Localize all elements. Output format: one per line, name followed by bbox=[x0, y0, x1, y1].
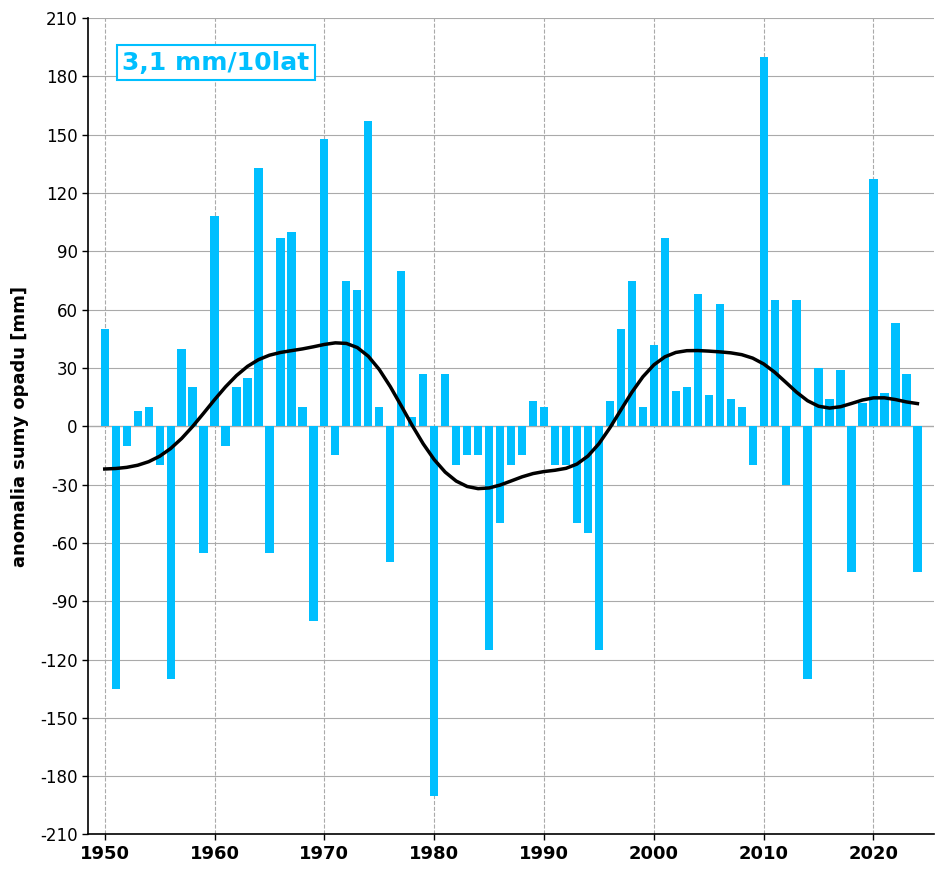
Bar bbox=[562, 427, 569, 465]
Bar bbox=[792, 300, 800, 427]
Bar bbox=[287, 232, 295, 427]
Bar bbox=[244, 378, 251, 427]
Bar bbox=[418, 374, 427, 427]
Bar bbox=[583, 427, 592, 533]
Bar bbox=[265, 427, 274, 552]
Bar bbox=[912, 427, 920, 572]
Bar bbox=[408, 417, 416, 427]
Bar bbox=[890, 323, 899, 427]
Bar bbox=[726, 399, 734, 427]
Bar bbox=[441, 374, 448, 427]
Bar bbox=[781, 427, 789, 484]
Bar bbox=[221, 427, 229, 446]
Bar bbox=[232, 387, 241, 427]
Bar bbox=[605, 401, 614, 427]
Bar bbox=[331, 427, 339, 455]
Bar bbox=[188, 387, 196, 427]
Bar bbox=[880, 393, 887, 427]
Bar bbox=[902, 374, 910, 427]
Bar bbox=[627, 281, 635, 427]
Bar bbox=[572, 427, 581, 524]
Bar bbox=[529, 401, 536, 427]
Bar bbox=[594, 427, 602, 650]
Bar bbox=[177, 349, 186, 427]
Bar bbox=[133, 411, 142, 427]
Bar bbox=[430, 427, 438, 795]
Bar bbox=[496, 427, 504, 524]
Bar bbox=[386, 427, 394, 562]
Bar bbox=[111, 427, 120, 689]
Bar bbox=[474, 427, 481, 455]
Bar bbox=[847, 427, 854, 572]
Bar bbox=[835, 370, 844, 427]
Bar bbox=[506, 427, 514, 465]
Bar bbox=[320, 139, 329, 427]
Bar bbox=[682, 387, 690, 427]
Bar bbox=[100, 329, 109, 427]
Bar bbox=[375, 407, 383, 427]
Bar bbox=[802, 427, 811, 679]
Bar bbox=[649, 344, 657, 427]
Bar bbox=[693, 295, 701, 427]
Bar bbox=[769, 300, 778, 427]
Bar bbox=[868, 179, 877, 427]
Bar bbox=[363, 121, 372, 427]
Bar bbox=[759, 57, 767, 427]
Bar bbox=[309, 427, 317, 621]
Bar bbox=[396, 271, 405, 427]
Bar bbox=[660, 238, 668, 427]
Bar bbox=[737, 407, 745, 427]
Bar bbox=[715, 304, 723, 427]
Bar bbox=[704, 395, 712, 427]
Bar bbox=[748, 427, 756, 465]
Bar bbox=[144, 407, 153, 427]
Y-axis label: anomalia sumy opadu [mm]: anomalia sumy opadu [mm] bbox=[11, 286, 29, 567]
Bar bbox=[814, 368, 822, 427]
Bar bbox=[463, 427, 471, 455]
Bar bbox=[824, 399, 833, 427]
Bar bbox=[166, 427, 175, 679]
Bar bbox=[451, 427, 460, 465]
Bar bbox=[123, 427, 130, 446]
Bar bbox=[517, 427, 526, 455]
Bar bbox=[857, 403, 866, 427]
Bar bbox=[342, 281, 350, 427]
Bar bbox=[156, 427, 163, 465]
Text: 3,1 mm/10lat: 3,1 mm/10lat bbox=[122, 51, 309, 75]
Bar bbox=[671, 392, 679, 427]
Bar bbox=[353, 290, 361, 427]
Bar bbox=[298, 407, 306, 427]
Bar bbox=[550, 427, 559, 465]
Bar bbox=[638, 407, 647, 427]
Bar bbox=[211, 217, 218, 427]
Bar bbox=[254, 168, 262, 427]
Bar bbox=[616, 329, 624, 427]
Bar bbox=[276, 238, 284, 427]
Bar bbox=[539, 407, 548, 427]
Bar bbox=[199, 427, 208, 552]
Bar bbox=[484, 427, 493, 650]
